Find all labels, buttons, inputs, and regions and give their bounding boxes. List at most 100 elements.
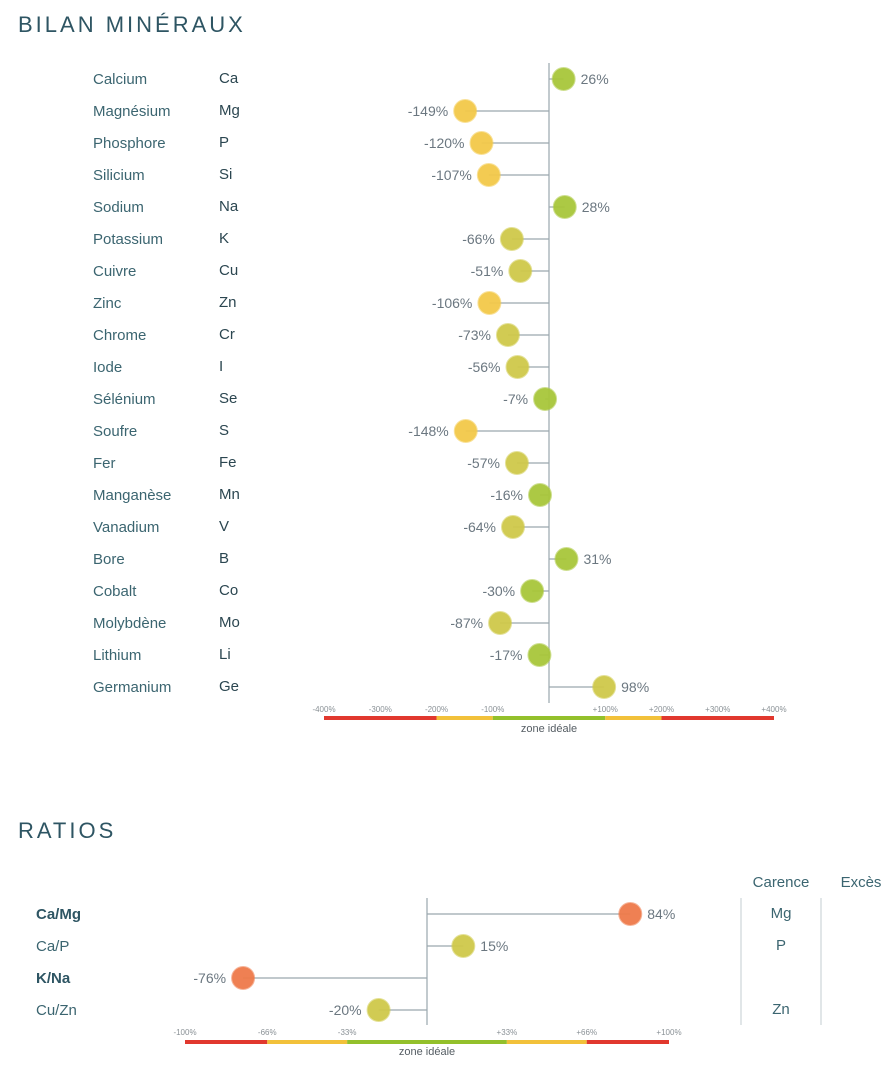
mineral-symbol-5: K: [219, 230, 229, 247]
mineral-name-18: Lithium: [93, 647, 141, 664]
mineral-name-14: Vanadium: [93, 519, 159, 536]
mineral-name-5: Potassium: [93, 231, 163, 248]
ratios-zone-label: zone idéale: [399, 1046, 455, 1058]
ratios-header-exces: Excès: [841, 874, 882, 891]
minerals-tick-4: +100%: [593, 705, 618, 714]
mineral-symbol-6: Cu: [219, 262, 238, 279]
mineral-name-0: Calcium: [93, 71, 147, 88]
mineral-value-10: -7%: [503, 391, 528, 407]
mineral-symbol-13: Mn: [219, 486, 240, 503]
mineral-dot-11: [453, 419, 478, 443]
mineral-name-4: Sodium: [93, 199, 144, 216]
mineral-value-11: -148%: [408, 423, 448, 439]
mineral-dot-19: [592, 675, 617, 699]
mineral-value-5: -66%: [462, 231, 495, 247]
minerals-tick-2: -200%: [425, 705, 448, 714]
mineral-value-1: -149%: [408, 103, 448, 119]
mineral-name-3: Silicium: [93, 167, 145, 184]
mineral-dot-13: [528, 483, 552, 507]
mineral-symbol-4: Na: [219, 198, 239, 215]
mineral-value-9: -56%: [468, 359, 501, 375]
minerals-band-0: [324, 716, 437, 720]
minerals-tick-3: -100%: [481, 705, 504, 714]
mineral-dot-17: [488, 611, 513, 635]
mineral-symbol-7: Zn: [219, 294, 237, 311]
mineral-dot-4: [552, 195, 577, 219]
mineral-value-15: 31%: [583, 551, 611, 567]
mineral-dot-12: [504, 451, 529, 475]
ratio-name-3: Cu/Zn: [36, 1002, 77, 1019]
ratios-band-4: [586, 1040, 669, 1044]
mineral-value-4: 28%: [582, 199, 610, 215]
ratio-dot-1: [451, 934, 476, 958]
mineral-value-12: -57%: [467, 455, 500, 471]
mineral-value-2: -120%: [424, 135, 464, 151]
mineral-symbol-10: Se: [219, 390, 237, 407]
ratio-carence-1: P: [776, 937, 786, 954]
mineral-name-13: Manganèse: [93, 487, 171, 504]
mineral-dot-6: [508, 259, 533, 283]
mineral-name-19: Germanium: [93, 679, 171, 696]
mineral-symbol-19: Ge: [219, 678, 239, 695]
minerals-band-4: [661, 716, 774, 720]
minerals-band-1: [436, 716, 493, 720]
ratios-header-carence: Carence: [753, 874, 810, 891]
mineral-dot-0: [551, 67, 576, 91]
mineral-symbol-15: B: [219, 550, 229, 567]
ratios-section-title: RATIOS: [18, 818, 117, 843]
mineral-dot-9: [505, 355, 530, 379]
mineral-symbol-2: P: [219, 134, 229, 151]
minerals-tick-5: +200%: [649, 705, 674, 714]
mineral-symbol-3: Si: [219, 166, 232, 183]
mineral-name-6: Cuivre: [93, 263, 136, 280]
ratio-value-1: 15%: [480, 938, 508, 954]
ratio-name-0: Ca/Mg: [36, 906, 81, 923]
mineral-symbol-12: Fe: [219, 454, 237, 471]
ratios-band-2: [347, 1040, 507, 1044]
mineral-dot-18: [527, 643, 552, 667]
ratio-value-3: -20%: [329, 1002, 362, 1018]
ratios-tick-4: +66%: [576, 1028, 597, 1037]
mineral-symbol-11: S: [219, 422, 229, 439]
mineral-dot-2: [469, 131, 494, 155]
mineral-name-16: Cobalt: [93, 583, 137, 600]
mineral-name-10: Sélénium: [93, 391, 156, 408]
mineral-symbol-18: Li: [219, 646, 231, 663]
minerals-zone-label: zone idéale: [521, 723, 577, 735]
mineral-value-17: -87%: [450, 615, 483, 631]
ratio-dot-2: [231, 966, 256, 990]
minerals-tick-0: -400%: [312, 705, 335, 714]
ratios-tick-1: -66%: [258, 1028, 277, 1037]
mineral-symbol-17: Mo: [219, 614, 240, 631]
mineral-value-14: -64%: [463, 519, 496, 535]
mineral-value-8: -73%: [458, 327, 491, 343]
minerals-band-2: [492, 716, 606, 720]
mineral-symbol-14: V: [219, 518, 229, 535]
mineral-dot-8: [495, 323, 520, 347]
mineral-name-1: Magnésium: [93, 103, 171, 120]
mineral-value-6: -51%: [471, 263, 504, 279]
mineral-dot-16: [520, 579, 545, 603]
ratios-band-3: [506, 1040, 587, 1044]
ratios-tick-2: -33%: [338, 1028, 357, 1037]
ratio-dot-3: [366, 998, 391, 1022]
mineral-value-19: 98%: [621, 679, 649, 695]
ratios-band-1: [267, 1040, 348, 1044]
mineral-name-17: Molybdène: [93, 615, 166, 632]
mineral-symbol-0: Ca: [219, 70, 239, 87]
mineral-value-3: -107%: [431, 167, 471, 183]
ratios-tick-0: -100%: [173, 1028, 196, 1037]
mineral-symbol-9: I: [219, 358, 223, 375]
mineral-dot-7: [477, 291, 502, 315]
mineral-symbol-8: Cr: [219, 326, 235, 343]
mineral-name-7: Zinc: [93, 295, 122, 312]
mineral-name-12: Fer: [93, 455, 116, 472]
ratios-band-0: [185, 1040, 268, 1044]
mineral-value-0: 26%: [581, 71, 609, 87]
mineral-value-7: -106%: [432, 295, 472, 311]
mineral-symbol-16: Co: [219, 582, 238, 599]
mineral-dot-1: [453, 99, 478, 123]
ratio-value-2: -76%: [193, 970, 226, 986]
mineral-name-9: Iode: [93, 359, 122, 376]
